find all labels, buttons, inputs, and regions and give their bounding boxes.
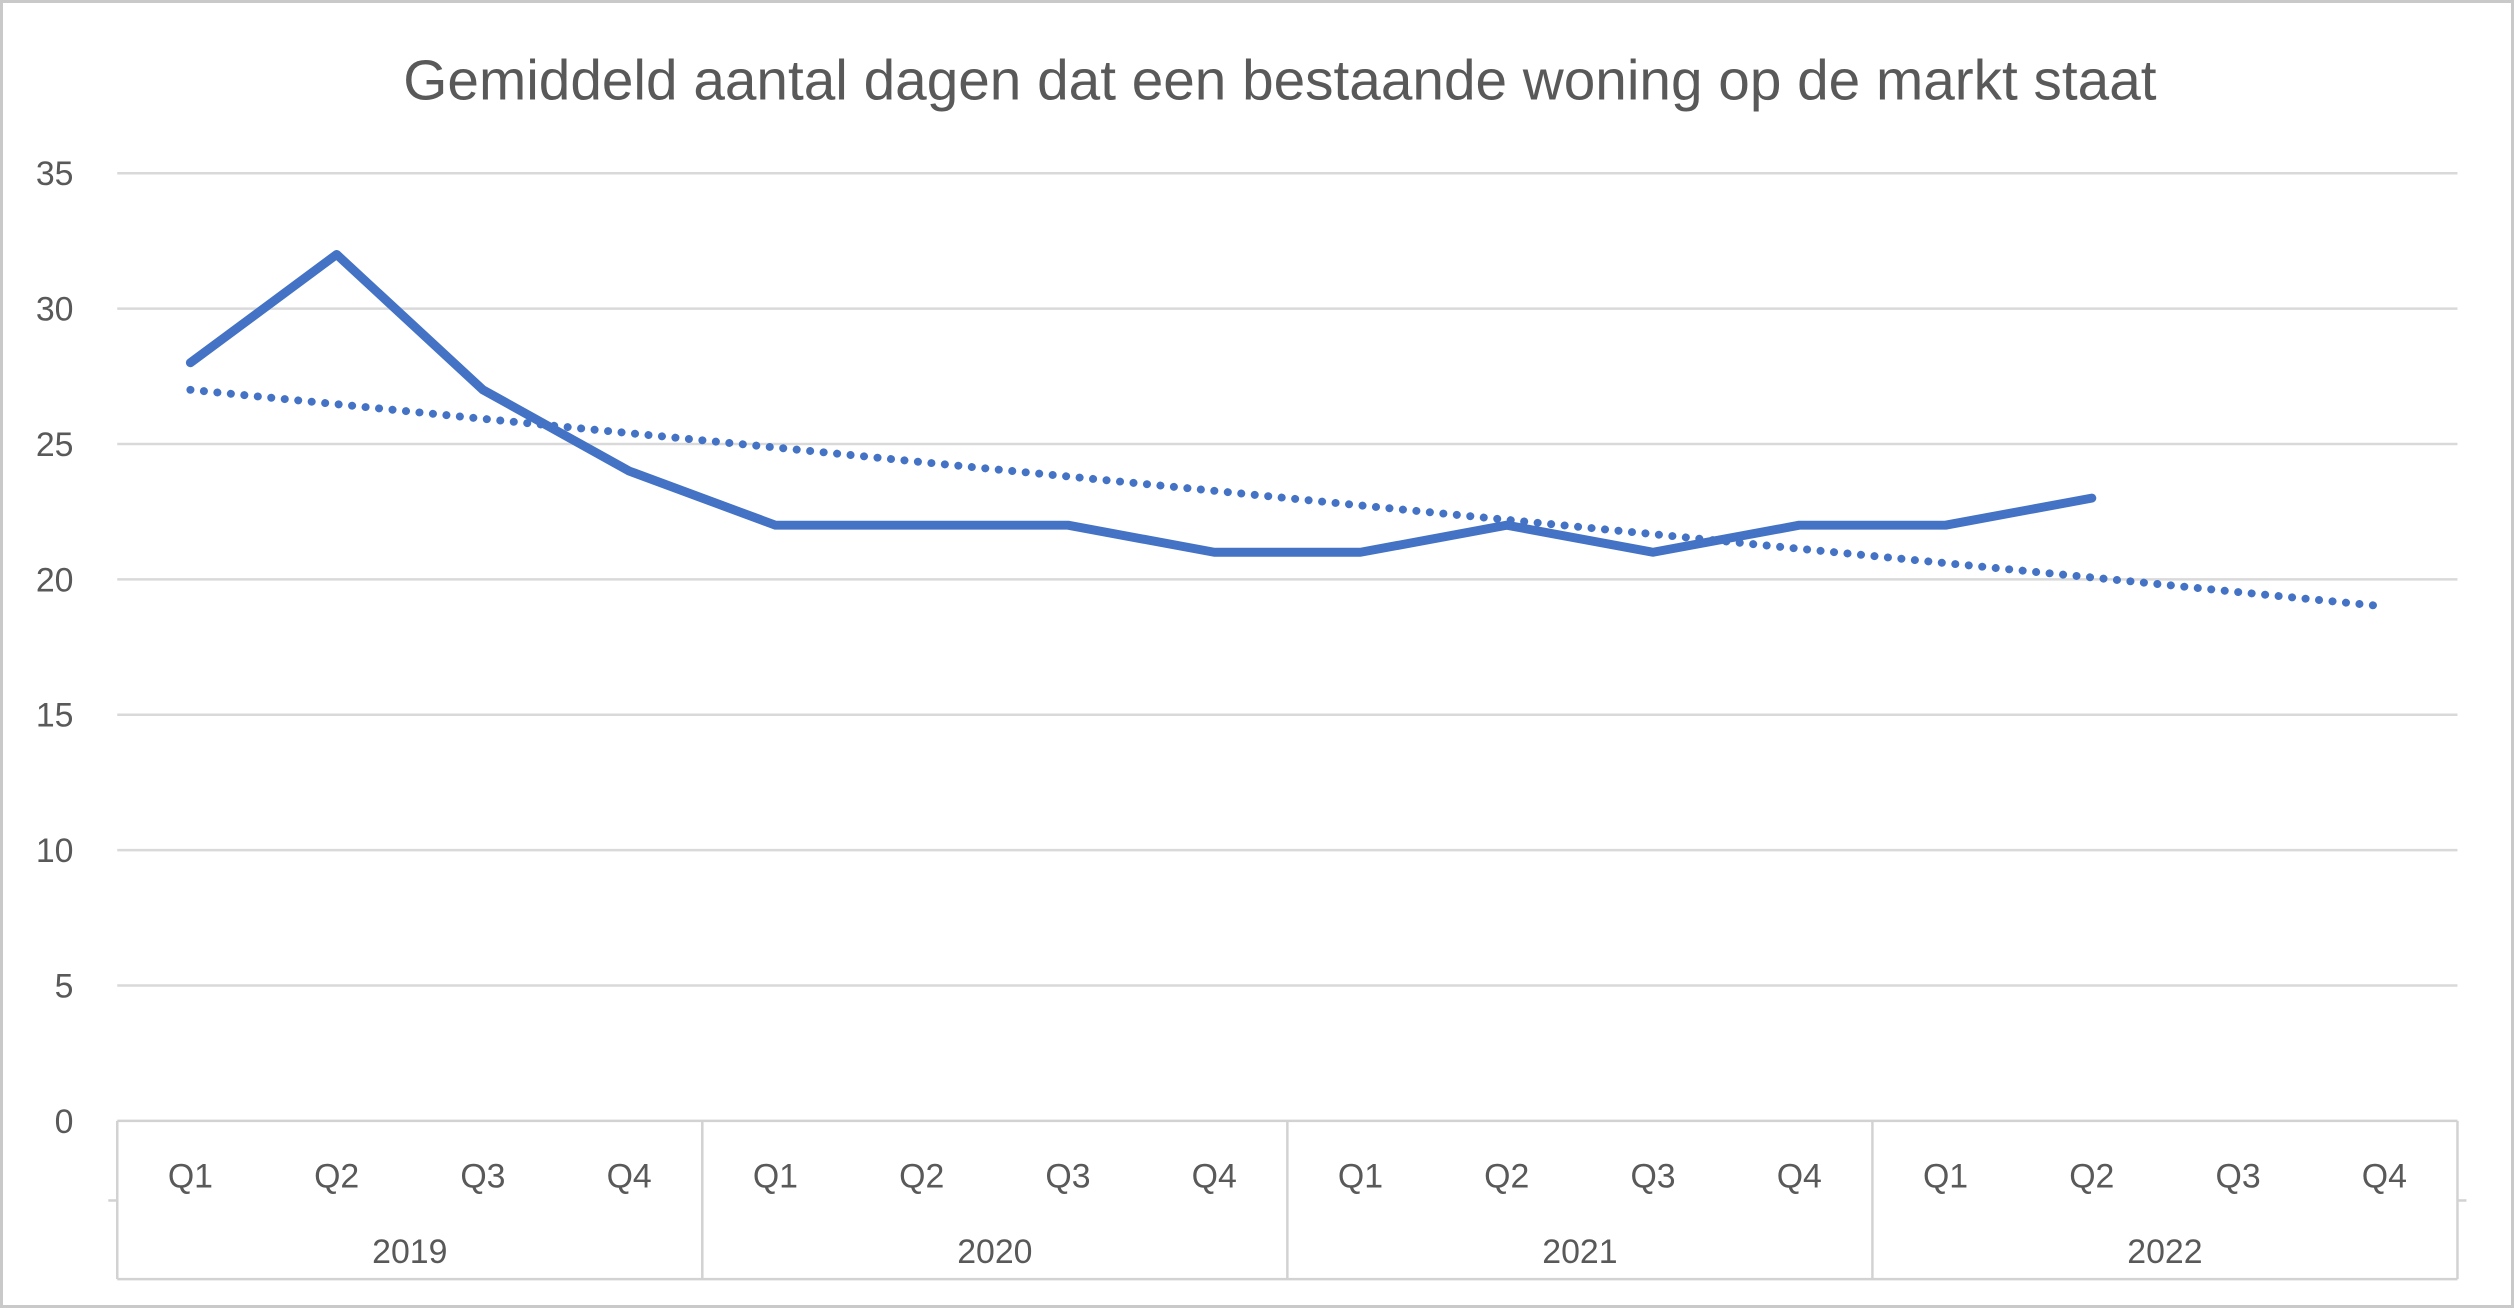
quarter-label: Q4	[2362, 1158, 2407, 1196]
quarter-label: Q3	[460, 1158, 505, 1196]
quarter-label: Q2	[1484, 1158, 1529, 1196]
y-tick-label: 10	[36, 832, 74, 870]
y-axis-tick-labels: 0 5 10 15 20 25 30 35	[36, 155, 74, 1141]
quarter-label: Q1	[168, 1158, 213, 1196]
quarter-label: Q3	[2216, 1158, 2261, 1196]
quarter-label: Q4	[607, 1158, 652, 1196]
chart-title: Gemiddeld aantal dagen dat een bestaande…	[403, 50, 2156, 113]
quarter-label: Q1	[1338, 1158, 1383, 1196]
series-line	[185, 249, 2097, 557]
quarter-label: Q2	[2069, 1158, 2114, 1196]
year-label: 2022	[2127, 1233, 2202, 1271]
quarter-label: Q2	[314, 1158, 359, 1196]
y-tick-label: 20	[36, 561, 74, 599]
y-tick-label: 15	[36, 697, 74, 735]
quarter-label: Q1	[753, 1158, 798, 1196]
quarter-label: Q4	[1777, 1158, 1822, 1196]
trendline	[186, 385, 2389, 611]
y-tick-label: 5	[55, 967, 74, 1005]
quarter-label: Q3	[1045, 1158, 1090, 1196]
quarter-label: Q1	[1923, 1158, 1968, 1196]
quarter-label: Q3	[1630, 1158, 1675, 1196]
year-label: 2020	[957, 1233, 1032, 1271]
quarter-label: Q4	[1192, 1158, 1237, 1196]
y-tick-label: 35	[36, 155, 74, 193]
x-axis-table: Q1 Q2 Q3 Q4 Q1 Q2 Q3 Q4 Q1 Q2 Q3 Q4 Q1 Q2 Q3 Q4 2019 2020…	[108, 1119, 2467, 1281]
gridlines	[117, 171, 2458, 987]
quarter-label: Q2	[899, 1158, 944, 1196]
year-label: 2019	[372, 1233, 447, 1271]
y-tick-label: 0	[55, 1103, 74, 1141]
chart-series	[185, 249, 2389, 611]
year-label: 2021	[1542, 1233, 1617, 1271]
y-tick-label: 25	[36, 426, 74, 464]
y-tick-label: 30	[36, 291, 74, 329]
